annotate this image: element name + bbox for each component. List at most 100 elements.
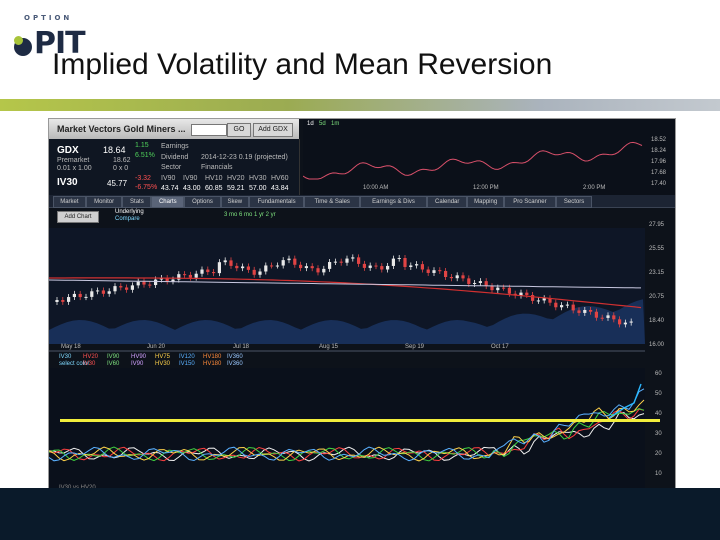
volume-area xyxy=(49,299,645,344)
mean-highlight-line xyxy=(60,419,660,422)
price-tick: 16.00 xyxy=(649,342,665,348)
tab-sectors[interactable]: Sectors xyxy=(555,196,593,208)
iv-stat-value: 43.74 xyxy=(161,185,179,192)
legend-item[interactable]: IV90 xyxy=(131,361,144,367)
legend-item[interactable]: IV150 xyxy=(179,361,195,367)
moving-average-gray xyxy=(49,279,642,289)
legend-item[interactable]: HV30 xyxy=(155,361,171,367)
candle-body xyxy=(583,309,587,313)
candle-body xyxy=(125,287,129,290)
vol-tick: 20 xyxy=(655,451,662,457)
candle-body xyxy=(299,264,303,269)
iv-stat-value: 60.85 xyxy=(205,185,223,192)
candle-body xyxy=(554,302,558,308)
tab-fundamentals[interactable]: Fundamentals xyxy=(248,196,305,208)
candle-body xyxy=(444,270,448,278)
symbol-bar: Market Vectors Gold Miners ... GO Add GD… xyxy=(49,119,299,139)
tab-charts[interactable]: Charts xyxy=(151,196,185,208)
legend-item[interactable]: select color xyxy=(59,361,90,367)
candle-body xyxy=(339,261,343,263)
vol-pane-bg xyxy=(49,368,645,488)
candle-body xyxy=(316,268,320,273)
candle-body xyxy=(490,286,494,291)
footer-band xyxy=(0,488,720,540)
tab-monitor[interactable]: Monitor xyxy=(85,196,123,208)
symbol-input[interactable] xyxy=(191,124,227,136)
intraday-chart: 1d 5d 1m 18.52 18.24 17.96 17.68 17.40 10:00 A… xyxy=(303,119,675,195)
candle-body xyxy=(229,260,233,266)
candle-body xyxy=(281,260,285,266)
tab-mapping[interactable]: Mapping xyxy=(467,196,504,208)
candle-body xyxy=(629,321,633,323)
legend-item[interactable]: IV60 xyxy=(107,361,120,367)
price-volatility-chart xyxy=(49,228,645,488)
add-symbol-button[interactable]: Add GDX xyxy=(253,123,293,137)
add-chart-button[interactable]: Add Chart xyxy=(57,211,99,223)
go-button[interactable]: GO xyxy=(227,123,251,137)
candle-body xyxy=(531,295,535,301)
intraday-price-tick: 18.52 xyxy=(651,137,667,143)
tab-skew[interactable]: Skew xyxy=(220,196,249,208)
iv-change: -3.32 xyxy=(135,175,151,182)
legend-item[interactable]: IV90 xyxy=(107,354,120,360)
iv-stat-value: 43.00 xyxy=(183,185,201,192)
candle-body xyxy=(293,258,297,265)
premarket-value: 18.62 xyxy=(113,157,131,164)
candle-body xyxy=(467,278,471,284)
legend-item[interactable]: HV75 xyxy=(155,354,171,360)
iv-stat-value: 57.00 xyxy=(249,185,267,192)
sector-label: Sector xyxy=(161,164,182,171)
legend-item[interactable]: IV120 xyxy=(179,354,195,360)
candle-body xyxy=(148,284,152,286)
intraday-price-tick: 17.68 xyxy=(651,170,667,176)
tab-options[interactable]: Options xyxy=(184,196,221,208)
legend-item[interactable]: HV90 xyxy=(131,354,147,360)
candle-body xyxy=(386,265,390,270)
iv-stat-value: 59.21 xyxy=(227,185,245,192)
candle-body xyxy=(333,261,337,263)
title-underline-bar xyxy=(0,99,720,111)
tab-calendar[interactable]: Calendar xyxy=(427,196,468,208)
legend-item[interactable]: IV30 xyxy=(59,354,72,360)
candle-body xyxy=(577,310,581,313)
price-tick: 18.40 xyxy=(649,318,665,324)
legend-item[interactable]: HV180 xyxy=(203,354,222,360)
symbol-title: Market Vectors Gold Miners ... xyxy=(57,124,186,134)
candle-body xyxy=(310,266,314,269)
candle-body xyxy=(606,315,610,318)
legend-item[interactable]: HV180 xyxy=(203,361,222,367)
price-tick: 20.75 xyxy=(649,294,665,300)
iv-label: IV30 xyxy=(57,177,78,188)
date-tick: May 18 xyxy=(61,344,81,350)
candle-body xyxy=(391,258,395,266)
vol-series-line xyxy=(49,412,645,462)
tab-time-sales[interactable]: Time & Sales xyxy=(304,196,360,208)
legend-item[interactable]: IV360 xyxy=(227,361,243,367)
tab-earnings-divs[interactable]: Earnings & Divs xyxy=(360,196,427,208)
candle-body xyxy=(200,269,204,274)
compare-link[interactable]: Compare xyxy=(115,216,140,222)
iv-header: IV90 xyxy=(183,175,198,182)
candle-body xyxy=(473,282,477,284)
candle-body xyxy=(177,274,181,280)
intraday-range-tab[interactable]: 5d xyxy=(319,121,326,127)
tab-stats[interactable]: Stats xyxy=(122,196,152,208)
vol-tick: 60 xyxy=(655,371,662,377)
intraday-range-tab[interactable]: 1m xyxy=(331,121,340,127)
tab-market[interactable]: Market xyxy=(53,196,86,208)
vol-tick: 10 xyxy=(655,471,662,477)
legend-item[interactable]: IV360 xyxy=(227,354,243,360)
candle-body xyxy=(107,291,111,294)
candle-body xyxy=(72,293,76,298)
legend-item[interactable]: IV30 xyxy=(83,361,96,367)
ticker: GDX xyxy=(57,145,79,156)
intraday-range-tab[interactable]: 1d xyxy=(307,121,314,127)
tab-pro-scanner[interactable]: Pro Scanner xyxy=(504,196,556,208)
candle-body xyxy=(519,292,523,296)
candle-body xyxy=(171,279,175,282)
legend-item[interactable]: HV20 xyxy=(83,354,99,360)
candle-body xyxy=(246,266,250,270)
range-selector[interactable]: 3 mo 6 mo 1 yr 2 yr xyxy=(224,212,276,218)
candle-body xyxy=(252,269,256,275)
candle-body xyxy=(484,281,488,287)
